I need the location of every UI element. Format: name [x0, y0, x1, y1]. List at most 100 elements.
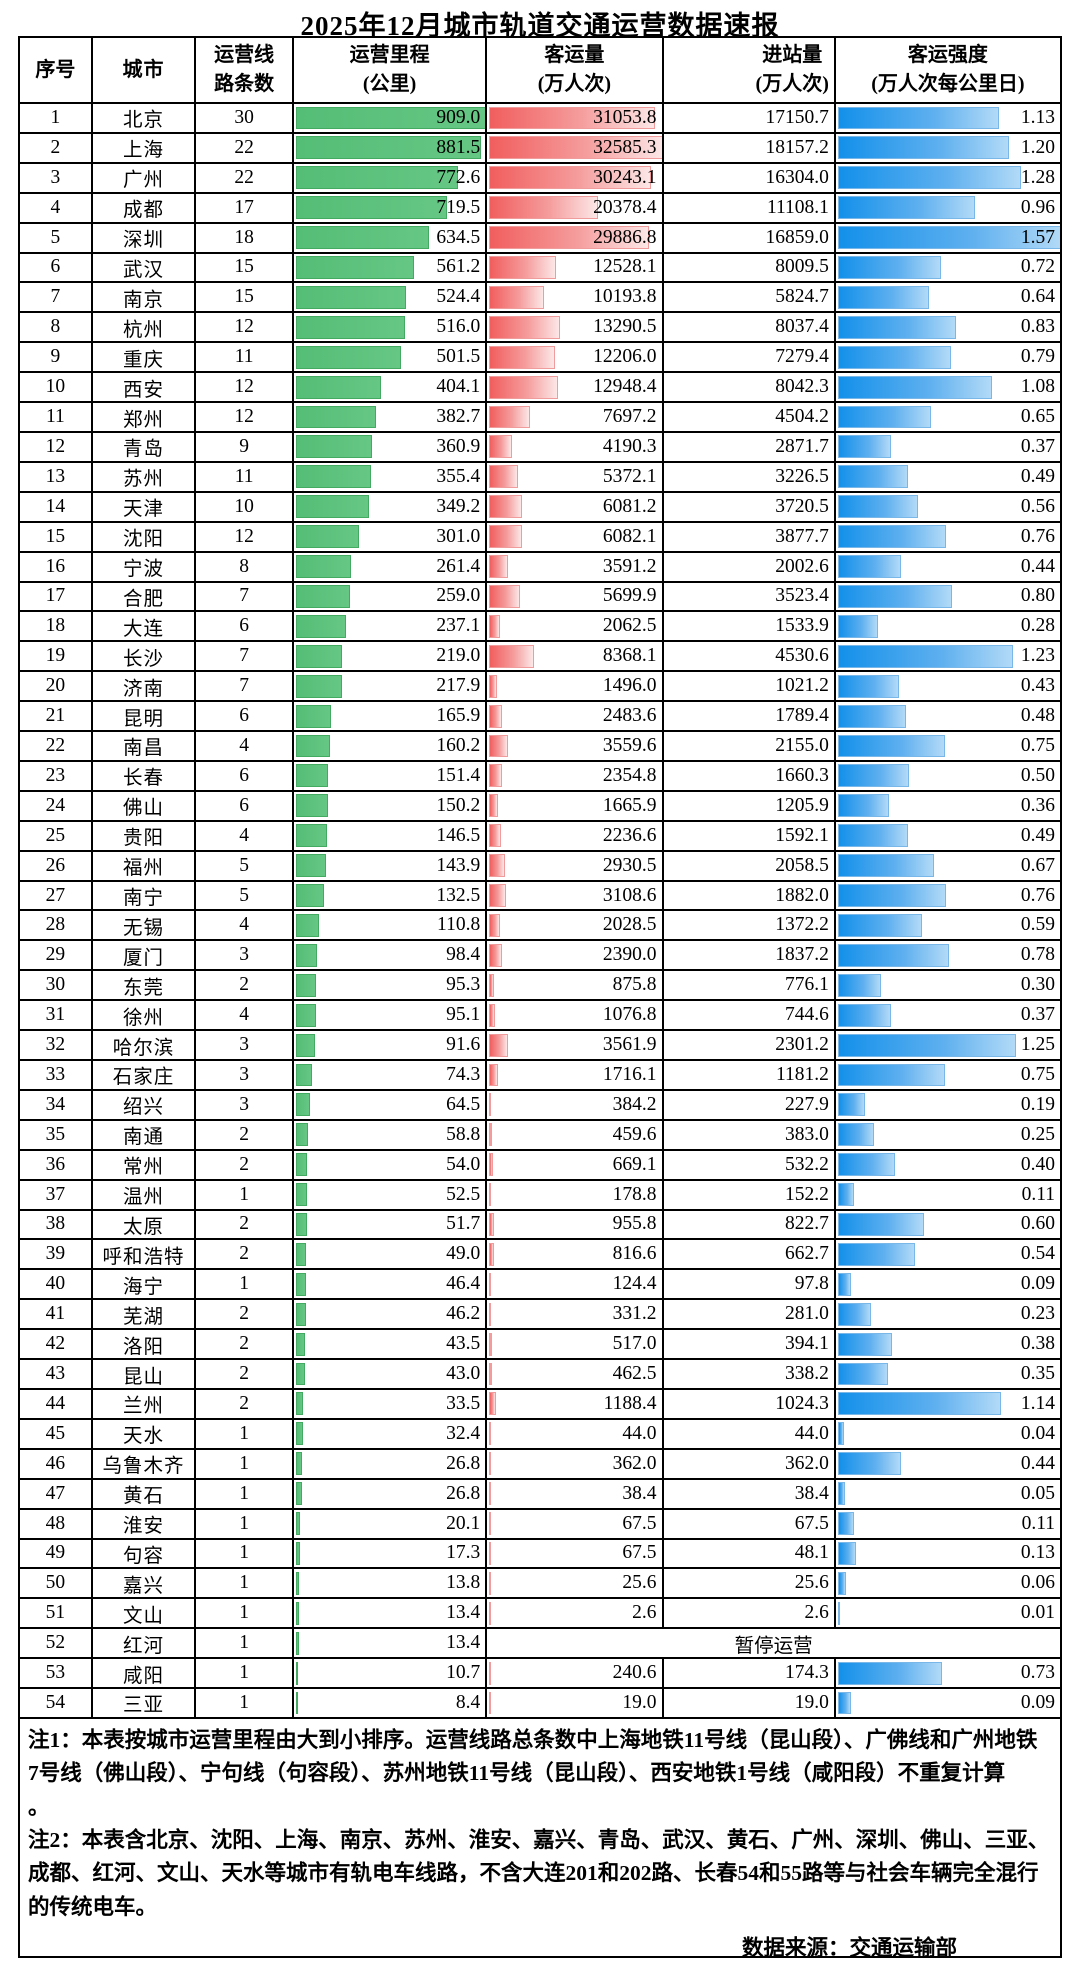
intensity-bar	[837, 644, 1014, 668]
intensity-bar	[837, 794, 890, 818]
table-row: 39 呼和浩特 2 49.0 816.6 662.7 0.54	[20, 1240, 1060, 1271]
row-index: 28	[20, 911, 93, 940]
city-name: 重庆	[93, 343, 197, 372]
intensity-cell: 1.57	[836, 224, 1060, 252]
intensity-cell: 0.56	[836, 493, 1060, 521]
mileage-cell: 501.5	[294, 343, 488, 372]
passengers-value: 7697.2	[602, 406, 657, 428]
passengers-cell: 178.8	[487, 1180, 664, 1209]
line-count: 30	[196, 104, 294, 132]
table-row: 50 嘉兴 1 13.8 25.6 25.6 0.06	[20, 1569, 1060, 1600]
passengers-value: 5372.1	[602, 465, 657, 487]
passengers-bar	[489, 1242, 494, 1266]
intensity-bar	[837, 315, 957, 339]
intensity-cell: 0.50	[836, 762, 1060, 790]
passengers-value: 240.6	[612, 1662, 657, 1684]
passengers-value: 1496.0	[602, 675, 657, 697]
mileage-value: 95.1	[446, 1004, 481, 1026]
intensity-cell: 0.05	[836, 1480, 1060, 1508]
line-count: 7	[196, 642, 294, 671]
city-name: 徐州	[93, 1001, 197, 1030]
intensity-bar	[837, 973, 881, 997]
passengers-bar	[489, 1512, 492, 1535]
table-row: 49 句容 1 17.3 67.5 48.1 0.13	[20, 1539, 1060, 1570]
passengers-bar	[489, 1272, 492, 1296]
passengers-cell: 2930.5	[487, 851, 664, 880]
line-count: 1	[196, 1479, 294, 1508]
row-index: 44	[20, 1389, 93, 1418]
intensity-cell: 0.06	[836, 1569, 1060, 1597]
intensity-cell: 0.11	[836, 1181, 1060, 1209]
table-row: 40 海宁 1 46.4 124.4 97.8 0.09	[20, 1270, 1060, 1301]
city-name: 济南	[93, 672, 197, 701]
table-row: 7 南京 15 524.4 10193.8 5824.7 0.64	[20, 283, 1060, 314]
passengers-bar	[489, 854, 505, 878]
intensity-cell: 0.19	[836, 1091, 1060, 1119]
intensity-bar	[837, 674, 900, 698]
intensity-value: 1.23	[1020, 645, 1055, 667]
passengers-cell: 3559.6	[487, 732, 664, 760]
table-row: 37 温州 1 52.5 178.8 152.2 0.11	[20, 1180, 1060, 1211]
passengers-value: 1716.1	[602, 1063, 657, 1085]
entries-value: 97.8	[664, 1270, 836, 1299]
line-count: 7	[196, 672, 294, 701]
passengers-bar	[489, 166, 651, 190]
intensity-bar	[837, 1183, 854, 1207]
passengers-bar	[489, 674, 498, 698]
intensity-cell: 0.64	[836, 283, 1060, 311]
passengers-cell: 38.4	[487, 1479, 664, 1508]
row-index: 14	[20, 492, 93, 521]
intensity-value: 0.83	[1020, 316, 1055, 338]
line-count: 1	[196, 1270, 294, 1299]
mileage-cell: 64.5	[294, 1090, 488, 1119]
mileage-cell: 26.8	[294, 1449, 488, 1478]
passengers-value: 124.4	[612, 1273, 657, 1295]
passengers-bar	[489, 1183, 492, 1207]
city-name: 上海	[93, 133, 197, 162]
mileage-cell: 301.0	[294, 522, 488, 551]
line-count: 15	[196, 283, 294, 312]
mileage-value: 52.5	[446, 1183, 481, 1205]
passengers-value: 3561.9	[602, 1034, 657, 1056]
table-row: 21 昆明 6 165.9 2483.6 1789.4 0.48	[20, 702, 1060, 733]
table-row: 22 南昌 4 160.2 3559.6 2155.0 0.75	[20, 732, 1060, 762]
intensity-cell: 0.54	[836, 1240, 1060, 1268]
row-index: 36	[20, 1150, 93, 1179]
line-count: 12	[196, 373, 294, 402]
mileage-cell: 26.8	[294, 1479, 488, 1508]
passengers-cell: 1076.8	[487, 1001, 664, 1030]
passengers-value: 10193.8	[593, 286, 657, 308]
table-header-row: 序号 城市 运营线 路条数 运营里程 (公里) 客运量 (万人次) 进站量 (万…	[20, 38, 1060, 104]
line-count: 22	[196, 163, 294, 192]
mileage-cell: 237.1	[294, 612, 488, 641]
mileage-value: 20.1	[446, 1512, 481, 1534]
line-count: 11	[196, 462, 294, 491]
mileage-bar	[295, 824, 327, 848]
row-index: 9	[20, 343, 93, 372]
passengers-cell: 31053.8	[487, 104, 664, 132]
row-index: 6	[20, 253, 93, 282]
row-index: 11	[20, 403, 93, 431]
table-body: 1 北京 30 909.0 31053.8 17150.7 1.13 2 上海 22 881.5 32…	[20, 104, 1060, 1719]
passengers-value: 6082.1	[602, 525, 657, 547]
intensity-value: 0.50	[1020, 764, 1055, 786]
city-name: 三亚	[93, 1689, 197, 1717]
table-row: 12 青岛 9 360.9 4190.3 2871.7 0.37	[20, 432, 1060, 463]
mileage-value: 13.8	[446, 1572, 481, 1594]
passengers-cell: 5372.1	[487, 462, 664, 491]
entries-value: 4504.2	[664, 403, 836, 431]
intensity-bar	[837, 1272, 851, 1296]
intensity-bar	[837, 943, 950, 967]
passengers-cell: 13290.5	[487, 313, 664, 342]
entries-value: 16859.0	[664, 223, 836, 252]
passengers-bar	[489, 106, 656, 130]
intensity-cell: 1.23	[836, 642, 1060, 670]
intensity-cell: 1.20	[836, 134, 1060, 162]
table-row: 53 咸阳 1 10.7 240.6 174.3 0.73	[20, 1659, 1060, 1690]
intensity-cell: 0.48	[836, 702, 1060, 730]
intensity-cell: 0.40	[836, 1151, 1060, 1179]
intensity-cell: 0.60	[836, 1211, 1060, 1239]
intensity-bar	[837, 1123, 874, 1147]
passengers-cell: 384.2	[487, 1090, 664, 1119]
mileage-bar	[295, 674, 342, 698]
